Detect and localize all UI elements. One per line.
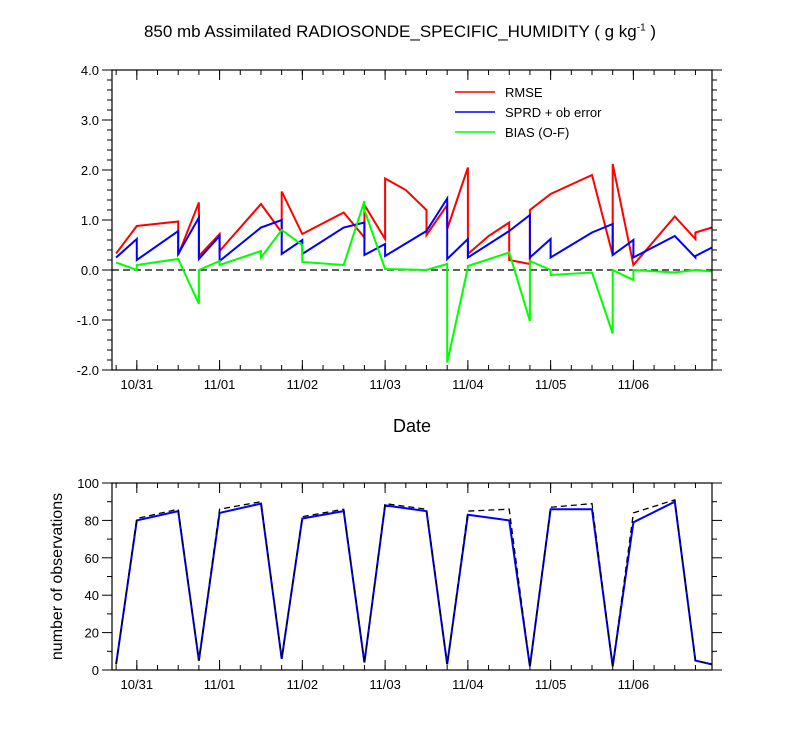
y-tick-label: 2.0 xyxy=(81,163,99,178)
y-tick-label: 4.0 xyxy=(81,63,99,78)
plot-frame xyxy=(111,69,713,371)
bottom-panel: 10/31 11/01 11/02 11/03 11/04 11/05 11/06 0 20 40… xyxy=(49,476,722,692)
title-text: 850 mb Assimilated RADIOSONDE_SPECIFIC_H… xyxy=(143,22,637,41)
legend-label: RMSE xyxy=(505,85,543,100)
x-tick-label: 11/06 xyxy=(618,677,650,692)
y-tick-label: 0.0 xyxy=(81,263,99,278)
series-line-observations-possible xyxy=(115,498,713,667)
legend-label: SPRD + ob error xyxy=(505,105,602,120)
y-tick-label: 1.0 xyxy=(81,213,99,228)
x-tick-label: 10/31 xyxy=(121,377,154,392)
x-tick-label: 11/02 xyxy=(287,677,319,692)
y-tick-label: 0 xyxy=(92,663,99,678)
x-tick-label: 11/03 xyxy=(369,677,401,692)
x-tick-label: 11/04 xyxy=(452,677,484,692)
y-tick-label: 3.0 xyxy=(81,113,99,128)
x-tick-label: 11/01 xyxy=(204,677,236,692)
x-tick-label: 11/02 xyxy=(287,377,319,392)
y-tick-label: 60 xyxy=(85,551,99,566)
y-tick-label: 100 xyxy=(77,476,99,491)
x-tick-label: 11/05 xyxy=(535,677,567,692)
series-line-bias-o-f- xyxy=(115,200,713,363)
top-panel: 10/31 11/01 11/02 11/03 11/04 11/05 11/06 -2.0 -… xyxy=(77,63,722,436)
y-tick-label: -1.0 xyxy=(77,313,99,328)
x-tick-label: 11/06 xyxy=(618,377,650,392)
title-exponent: -1 xyxy=(636,22,646,34)
x-tick-label: 11/05 xyxy=(535,377,567,392)
plot-frame xyxy=(111,482,713,671)
x-axis-label: Date xyxy=(393,416,431,436)
y-tick-label: 20 xyxy=(85,626,99,641)
x-tick-label: 11/03 xyxy=(369,377,401,392)
series-line-observations-assimilated xyxy=(115,500,713,667)
title-suffix: ) xyxy=(645,22,657,41)
chart-title: 850 mb Assimilated RADIOSONDE_SPECIFIC_H… xyxy=(0,22,800,42)
x-tick-label: 11/01 xyxy=(204,377,236,392)
y-tick-label: 40 xyxy=(85,588,99,603)
y-tick-label: 80 xyxy=(85,513,99,528)
series-line-sprd-ob-error xyxy=(115,195,713,264)
y-axis-label: number of observations xyxy=(49,493,66,660)
x-tick-label: 10/31 xyxy=(121,677,154,692)
series-line-rmse xyxy=(115,163,713,268)
x-tick-label: 11/04 xyxy=(452,377,484,392)
legend-label: BIAS (O-F) xyxy=(505,125,569,140)
y-tick-label: -2.0 xyxy=(77,363,99,378)
